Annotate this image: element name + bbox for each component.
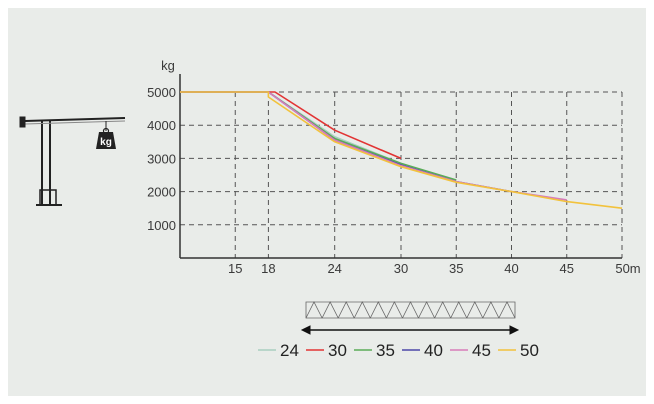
grid bbox=[180, 91, 623, 258]
legend-label-35: 35 bbox=[376, 341, 395, 360]
series-lines bbox=[180, 91, 623, 209]
x-tick-label: 50m bbox=[615, 261, 640, 276]
y-tick-label: 3000 bbox=[147, 151, 176, 166]
series-line-50 bbox=[180, 91, 623, 209]
legend-label-50: 50 bbox=[520, 341, 539, 360]
tick-labels: 1000 2000 3000 4000 5000 15 18 24 30 35 40 45 50m bbox=[147, 85, 641, 276]
x-tick-label: 45 bbox=[560, 261, 574, 276]
x-tick-label: 24 bbox=[327, 261, 341, 276]
series-line-35 bbox=[180, 91, 457, 181]
x-tick-label: 40 bbox=[504, 261, 518, 276]
y-tick-label: 2000 bbox=[147, 185, 176, 200]
legend-label-30: 30 bbox=[328, 341, 347, 360]
chart-panel bbox=[8, 8, 646, 396]
legend-label-40: 40 bbox=[424, 341, 443, 360]
legend: 24 30 35 40 45 50 bbox=[258, 341, 539, 360]
x-tick-label: 35 bbox=[449, 261, 463, 276]
y-tick-label: 4000 bbox=[147, 118, 176, 133]
x-tick-label: 18 bbox=[261, 261, 275, 276]
y-tick-label: 5000 bbox=[147, 85, 176, 100]
jib-truss-icon bbox=[305, 301, 516, 319]
x-tick-label: 15 bbox=[228, 261, 242, 276]
legend-label-24: 24 bbox=[280, 341, 299, 360]
tower-crane-icon bbox=[19, 116, 126, 206]
axes bbox=[179, 74, 622, 259]
legend-label-45: 45 bbox=[472, 341, 491, 360]
jib-length-arrow bbox=[300, 325, 520, 335]
x-tick-label: 30 bbox=[394, 261, 408, 276]
weight-kg-label: kg bbox=[100, 137, 112, 148]
y-tick-label: 1000 bbox=[147, 218, 176, 233]
y-axis-unit-label: kg bbox=[161, 58, 175, 73]
weight-kg-icon: kg bbox=[96, 127, 116, 149]
